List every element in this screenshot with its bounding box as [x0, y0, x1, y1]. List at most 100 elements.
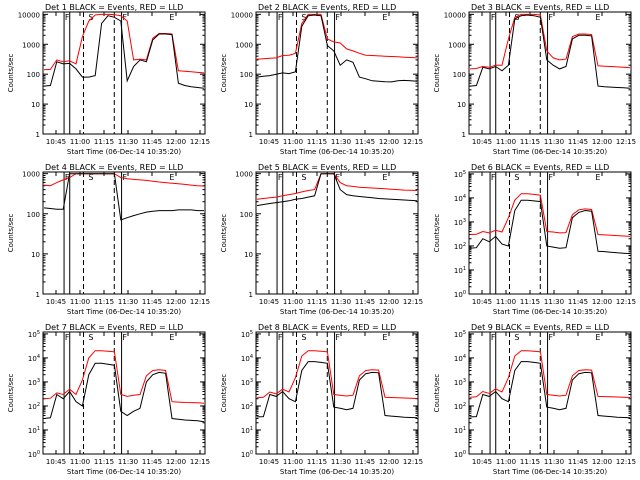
x-tick-label: 11:15 [307, 138, 327, 146]
interval-letter: F [491, 173, 496, 182]
y-tick-label: 101 [454, 426, 466, 435]
x-tick-label: 12:15 [616, 298, 636, 306]
x-tick-label: 12:15 [616, 138, 636, 146]
y-axis-label: Counts/sec [7, 214, 15, 253]
x-tick-label: 11:30 [331, 138, 351, 146]
interval-letter: S [514, 333, 519, 342]
y-tick-exponent: 2 [250, 402, 253, 408]
y-tick-label: 100 [454, 450, 466, 459]
y-tick-label: 100 [240, 71, 253, 79]
x-tick-label: 12:00 [592, 138, 612, 146]
x-tick-label: 10:45 [46, 458, 66, 466]
y-tick-label: 102 [454, 402, 466, 411]
plot-frame [468, 171, 632, 295]
interval-letter: F [335, 173, 340, 182]
plot-frame [255, 171, 419, 295]
x-tick-label: 11:30 [544, 298, 564, 306]
y-axis-label: Counts/sec [433, 214, 441, 253]
panel-det-5: 1 10 100 1000 10:45 11:00 11:15 11:30 11:45 12:00… [220, 163, 423, 316]
y-tick-label: 102 [28, 402, 40, 411]
x-tick-label: 12:00 [592, 298, 612, 306]
interval-letter: F [65, 333, 70, 342]
y-tick-exponent: 2 [463, 402, 466, 408]
x-tick-label: 11:15 [94, 138, 114, 146]
x-axis-label: Start Time (06-Dec-14 10:35:20) [493, 468, 607, 476]
events-series-line [256, 361, 418, 419]
x-tick-label: 11:00 [283, 138, 303, 146]
panel-title: Det 3 BLACK = Events, RED = LLD [471, 3, 609, 12]
y-tick-label: 1000 [22, 171, 40, 179]
panel-title: Det 2 BLACK = Events, RED = LLD [258, 3, 396, 12]
panel-title: Det 7 BLACK = Events, RED = LLD [45, 323, 183, 332]
y-tick-label: 105 [28, 330, 40, 339]
y-tick-exponent: 0 [463, 450, 466, 456]
interval-letter: E [595, 13, 600, 22]
x-axis-label: Start Time (06-Dec-14 10:35:20) [67, 308, 181, 316]
interval-letter: S [301, 13, 306, 22]
y-tick-label: 1000 [22, 41, 40, 49]
interval-letter: E [595, 173, 600, 182]
events-series-line [469, 361, 631, 419]
y-axis-label: Counts/sec [220, 374, 228, 413]
panel-title: Det 9 BLACK = Events, RED = LLD [471, 323, 609, 332]
y-tick-label: 1 [249, 131, 253, 139]
x-tick-label: 12:00 [379, 138, 399, 146]
y-tick-label: 105 [454, 330, 466, 339]
interval-letter: S [88, 333, 93, 342]
y-tick-label: 10 [457, 101, 466, 109]
x-axis-label: Start Time (06-Dec-14 10:35:20) [493, 308, 607, 316]
y-tick-label: 100 [241, 450, 253, 459]
interval-letter: F [122, 13, 127, 22]
y-tick-exponent: 3 [250, 378, 253, 384]
interval-letter: E [169, 173, 174, 182]
y-tick-label: 105 [241, 330, 253, 339]
x-tick-label: 11:15 [94, 458, 114, 466]
lld-series-line [469, 350, 631, 398]
interval-letter: E [169, 333, 174, 342]
y-axis-label: Counts/sec [220, 214, 228, 253]
x-tick-label: 10:45 [472, 138, 492, 146]
y-tick-label: 103 [241, 378, 253, 387]
y-tick-exponent: 4 [37, 354, 40, 360]
x-tick-label: 11:30 [118, 138, 138, 146]
y-tick-label: 10 [31, 251, 40, 259]
y-tick-label: 101 [241, 426, 253, 435]
x-tick-label: 11:45 [142, 298, 162, 306]
interval-letter: F [548, 333, 553, 342]
x-tick-label: 11:00 [70, 298, 90, 306]
x-tick-label: 12:00 [166, 298, 186, 306]
interval-letter: F [278, 13, 283, 22]
y-tick-exponent: 5 [463, 330, 466, 336]
x-axis-label: Start Time (06-Dec-14 10:35:20) [280, 468, 394, 476]
panel-title: Det 6 BLACK = Events, RED = LLD [471, 163, 609, 172]
interval-letter: S [88, 173, 93, 182]
interval-letter: F [548, 173, 553, 182]
y-tick-label: 104 [28, 354, 40, 363]
x-axis-label: Start Time (06-Dec-14 10:35:20) [493, 148, 607, 156]
panel-title: Det 8 BLACK = Events, RED = LLD [258, 323, 396, 332]
x-tick-label: 10:45 [46, 138, 66, 146]
x-tick-label: 10:45 [259, 298, 279, 306]
y-tick-label: 103 [454, 218, 466, 227]
y-tick-label: 100 [27, 71, 40, 79]
x-tick-label: 10:45 [472, 298, 492, 306]
interval-letter: E [382, 173, 387, 182]
x-tick-label: 12:00 [592, 458, 612, 466]
y-tick-label: 10000 [18, 11, 40, 19]
x-tick-label: 11:30 [544, 138, 564, 146]
x-tick-label: 11:45 [355, 298, 375, 306]
y-tick-label: 104 [454, 194, 466, 203]
interval-letter: F [278, 173, 283, 182]
y-tick-label: 1 [36, 131, 40, 139]
y-tick-label: 10 [244, 251, 253, 259]
y-tick-exponent: 3 [463, 218, 466, 224]
x-tick-label: 11:00 [496, 138, 516, 146]
x-tick-label: 11:00 [70, 458, 90, 466]
lld-series-line [43, 13, 205, 74]
x-tick-label: 11:45 [355, 458, 375, 466]
x-tick-label: 12:00 [166, 138, 186, 146]
interval-letter: F [335, 333, 340, 342]
